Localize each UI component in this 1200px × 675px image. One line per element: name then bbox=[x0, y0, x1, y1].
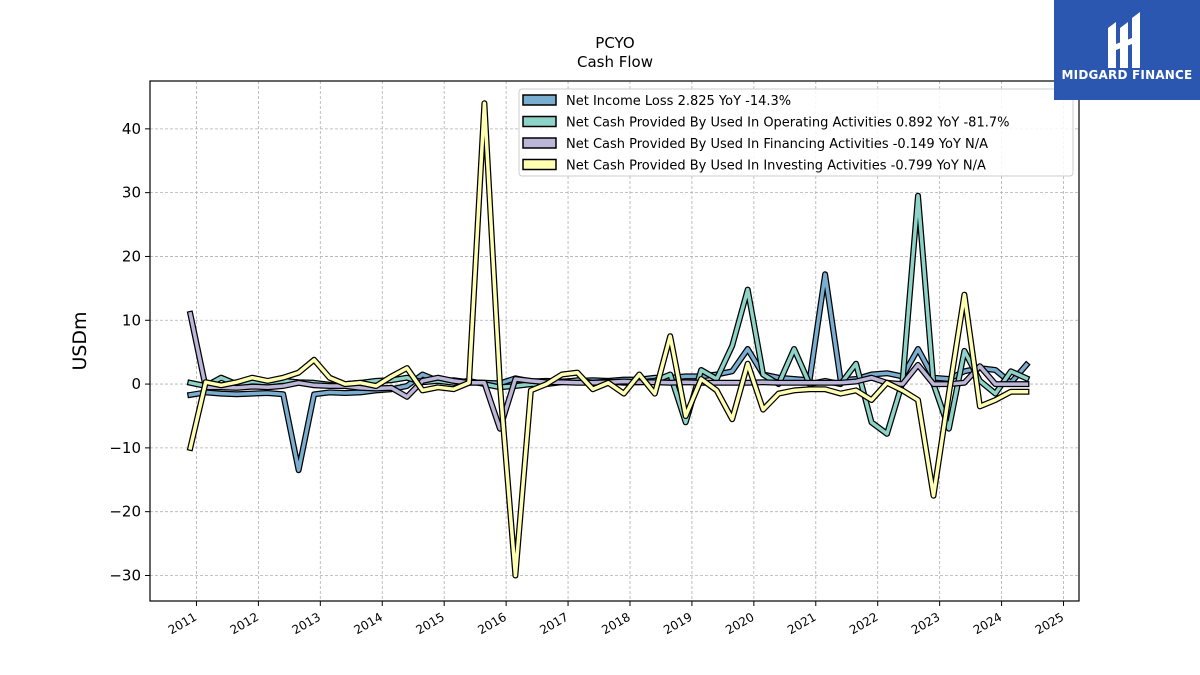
x-tick-label: 2025 bbox=[1033, 610, 1066, 637]
chart-title: PCYO bbox=[595, 34, 634, 52]
x-tick-label: 2017 bbox=[537, 610, 570, 637]
y-tick-label: 0 bbox=[131, 375, 141, 393]
x-tick-label: 2014 bbox=[352, 610, 385, 637]
series-line bbox=[188, 101, 1029, 578]
x-tick-label: 2024 bbox=[971, 610, 1004, 637]
x-tick-label: 2020 bbox=[723, 610, 756, 637]
x-tick-label: 2012 bbox=[228, 610, 261, 637]
y-tick-label: −20 bbox=[109, 503, 141, 521]
chart-subtitle: Cash Flow bbox=[577, 53, 653, 71]
y-tick-label: −10 bbox=[109, 439, 141, 457]
y-tick-label: −30 bbox=[109, 566, 141, 584]
x-tick-label: 2011 bbox=[166, 610, 199, 637]
x-tick-label: 2013 bbox=[290, 610, 323, 637]
x-tick-label: 2016 bbox=[475, 610, 508, 637]
y-tick-label: 30 bbox=[122, 184, 141, 202]
legend-swatch bbox=[522, 137, 557, 149]
legend-label: Net Income Loss 2.825 YoY -14.3% bbox=[566, 94, 791, 109]
legend-swatch bbox=[522, 158, 557, 171]
x-tick-label: 2022 bbox=[847, 610, 880, 637]
y-axis-label: USDm bbox=[69, 311, 91, 370]
series-lines bbox=[186, 100, 1031, 579]
x-tick-label: 2018 bbox=[599, 610, 632, 637]
midgard-logo-icon bbox=[1108, 12, 1140, 68]
y-tick-label: 40 bbox=[122, 120, 141, 138]
legend-label: Net Cash Provided By Used In Investing A… bbox=[566, 159, 986, 174]
x-tick-label: 2015 bbox=[413, 610, 446, 637]
legend-swatch bbox=[522, 94, 557, 106]
brand-name: MIDGARD FINANCE bbox=[1061, 68, 1193, 82]
x-tick-label: 2023 bbox=[909, 610, 942, 637]
legend-label: Net Cash Provided By Used In Operating A… bbox=[566, 116, 1009, 131]
y-axis: −30 −20 −10 0 10 20 30 40 bbox=[109, 120, 150, 584]
x-tick-label: 2019 bbox=[661, 610, 694, 637]
brand-logo: MIDGARD FINANCE bbox=[1054, 0, 1200, 100]
y-tick-label: 20 bbox=[122, 247, 141, 265]
legend-swatch bbox=[522, 115, 557, 128]
x-axis: 2011 2012 2013 2014 2015 2016 2017 2018 2019 2020… bbox=[166, 601, 1066, 637]
legend-label: Net Cash Provided By Used In Financing A… bbox=[566, 137, 988, 152]
x-tick-label: 2021 bbox=[785, 610, 818, 637]
y-tick-label: 10 bbox=[122, 311, 141, 329]
legend: Net Income Loss 2.825 YoY -14.3% Net Cash… bbox=[518, 88, 1074, 177]
legend-box bbox=[518, 88, 1074, 177]
plot-frame bbox=[149, 80, 1080, 602]
